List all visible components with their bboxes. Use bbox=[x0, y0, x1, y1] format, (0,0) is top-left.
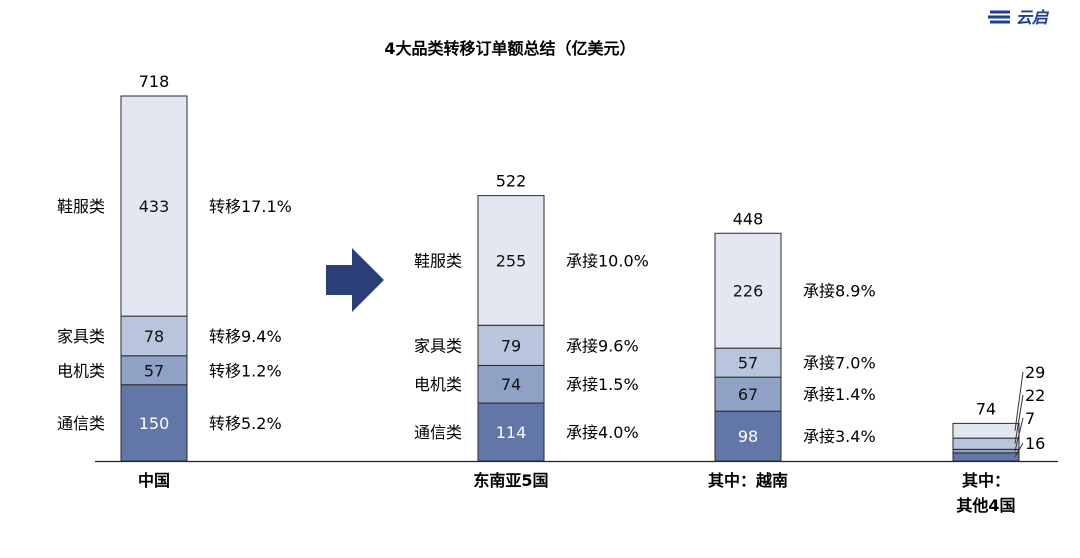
segment-value-label: 150 bbox=[139, 414, 170, 433]
bar-segment-3-3 bbox=[714, 376, 782, 412]
segment-category-label: 家具类 bbox=[57, 327, 105, 346]
segment-category-label: 家具类 bbox=[414, 336, 462, 355]
segment-share-note: 承接10.0% bbox=[566, 251, 649, 270]
segment-category-label: 电机类 bbox=[57, 361, 105, 380]
value-leader-line bbox=[1014, 371, 1024, 431]
segment-value-label: 16 bbox=[1025, 434, 1045, 453]
segment-value-label: 74 bbox=[501, 375, 521, 394]
bar-total-label: 522 bbox=[496, 172, 527, 191]
segment-category-label: 通信类 bbox=[57, 414, 105, 433]
bar-segment-3-4 bbox=[714, 410, 782, 462]
segment-share-note: 承接9.6% bbox=[566, 336, 639, 355]
segment-value-label: 67 bbox=[738, 385, 758, 404]
segment-share-note: 转移5.2% bbox=[209, 414, 282, 433]
bar-segment-1-4 bbox=[120, 384, 188, 462]
bar-segment-4-2 bbox=[952, 437, 1020, 450]
bar-total-label: 718 bbox=[139, 72, 170, 91]
value-leader-line bbox=[1014, 442, 1024, 458]
bar-total-label: 448 bbox=[733, 209, 764, 228]
bar-segment-3-2 bbox=[714, 347, 782, 378]
brand-logo: 云启 bbox=[988, 6, 1066, 28]
value-leader-line bbox=[1014, 417, 1024, 452]
bar-category-label: 东南亚5国 bbox=[473, 471, 548, 490]
segment-value-label: 98 bbox=[738, 427, 758, 446]
segment-category-label: 电机类 bbox=[414, 375, 462, 394]
bar-category-label: 中国 bbox=[138, 471, 170, 490]
bar-segment-1-1 bbox=[120, 95, 188, 317]
bar-segment-2-1 bbox=[477, 195, 545, 326]
stacked-bars: 718 中国 433 转移17.1% 鞋服类 78 转移9.4% 家具类 57 转移1.2% 电机类… bbox=[57, 72, 1058, 515]
value-leader-line bbox=[1014, 394, 1024, 444]
segment-category-label: 鞋服类 bbox=[414, 251, 462, 270]
segment-value-label: 7 bbox=[1025, 409, 1035, 428]
segment-value-label: 57 bbox=[738, 354, 758, 373]
bar-segment-1-2 bbox=[120, 315, 188, 357]
segment-share-note: 承接4.0% bbox=[566, 423, 639, 442]
segment-value-label: 226 bbox=[733, 282, 764, 301]
segment-value-label: 78 bbox=[144, 327, 164, 346]
bar-total-label: 74 bbox=[976, 399, 996, 418]
segment-share-note: 承接1.4% bbox=[803, 385, 876, 404]
bar-category-label: 其中：越南 bbox=[708, 471, 788, 490]
segment-share-note: 转移9.4% bbox=[209, 327, 282, 346]
bar-segment-2-3 bbox=[477, 364, 545, 404]
logo-text: 云启 bbox=[1016, 8, 1050, 27]
segment-value-label: 29 bbox=[1025, 363, 1045, 382]
segment-share-note: 承接8.9% bbox=[803, 282, 876, 301]
segment-value-label: 79 bbox=[501, 336, 521, 355]
bar-category-label: 其中： bbox=[962, 471, 1010, 490]
logo-mark-icon bbox=[988, 10, 1010, 24]
segment-share-note: 承接3.4% bbox=[803, 427, 876, 446]
segment-category-label: 鞋服类 bbox=[57, 197, 105, 216]
transfer-arrow-icon bbox=[326, 248, 384, 312]
segment-value-label: 22 bbox=[1025, 386, 1045, 405]
bar-segment-4-3 bbox=[952, 448, 1020, 454]
segment-value-label: 57 bbox=[144, 361, 164, 380]
bar-category-label: 其他4国 bbox=[956, 496, 1015, 515]
segment-share-note: 转移1.2% bbox=[209, 361, 282, 380]
bar-segment-2-4 bbox=[477, 402, 545, 462]
bar-segment-4-4 bbox=[952, 452, 1020, 462]
segment-value-label: 433 bbox=[139, 197, 170, 216]
bar-segment-2-2 bbox=[477, 324, 545, 366]
segment-category-label: 通信类 bbox=[414, 423, 462, 442]
segment-share-note: 承接7.0% bbox=[803, 354, 876, 373]
segment-share-note: 转移17.1% bbox=[209, 197, 292, 216]
segment-value-label: 114 bbox=[496, 423, 527, 442]
chart-title: 4大品类转移订单额总结（亿美元） bbox=[384, 39, 635, 58]
bar-segment-4-1 bbox=[952, 422, 1020, 439]
bar-segment-3-1 bbox=[714, 232, 782, 349]
segment-value-label: 255 bbox=[496, 251, 527, 270]
segment-share-note: 承接1.5% bbox=[566, 375, 639, 394]
